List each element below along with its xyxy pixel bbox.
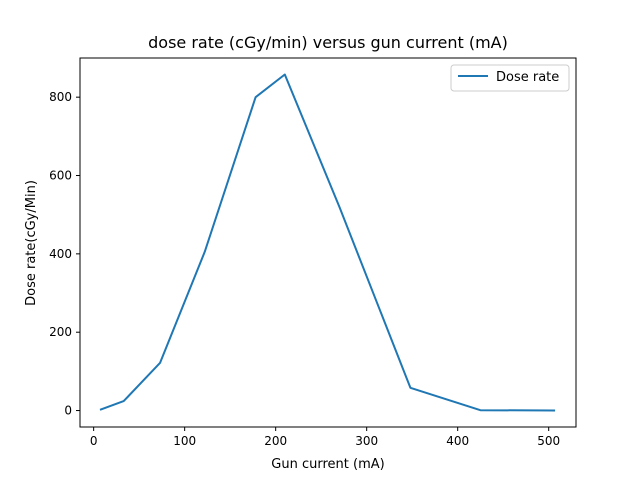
x-tick-label: 400 bbox=[446, 434, 469, 448]
chart-title: dose rate (cGy/min) versus gun current (… bbox=[148, 33, 508, 52]
y-tick-label: 400 bbox=[49, 247, 72, 261]
y-axis: 0 200 400 600 800 bbox=[49, 90, 80, 418]
x-tick-label: 200 bbox=[264, 434, 287, 448]
x-tick-label: 500 bbox=[537, 434, 560, 448]
x-tick-label: 0 bbox=[90, 434, 98, 448]
y-tick-label: 600 bbox=[49, 169, 72, 183]
legend-box bbox=[450, 64, 570, 92]
x-axis-label: Gun current (mA) bbox=[271, 457, 384, 472]
legend: Dose rate bbox=[450, 64, 570, 92]
plot-area bbox=[79, 57, 577, 428]
series-line-dose-rate bbox=[99, 73, 556, 412]
y-tick-label: 200 bbox=[49, 325, 72, 339]
legend-label: Dose rate bbox=[496, 70, 559, 85]
x-tick-label: 300 bbox=[355, 434, 378, 448]
x-axis: 0 100 200 300 400 500 bbox=[90, 427, 560, 448]
y-tick-label: 800 bbox=[49, 90, 72, 104]
y-tick-label: 0 bbox=[64, 404, 72, 418]
x-tick-label: 100 bbox=[173, 434, 196, 448]
y-axis-label: Dose rate(cGy/Min) bbox=[24, 180, 39, 306]
